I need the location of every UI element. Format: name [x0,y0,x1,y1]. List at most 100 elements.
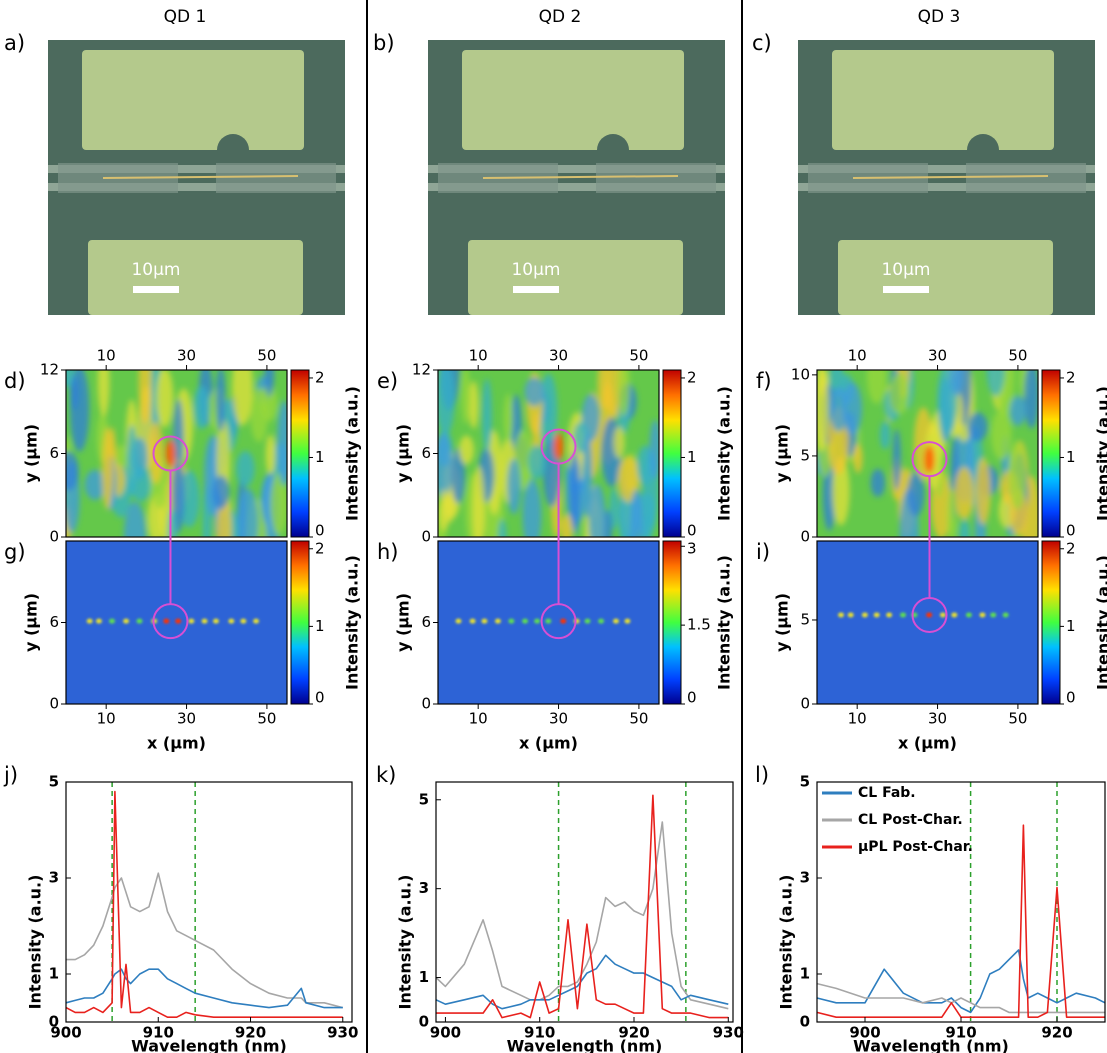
emission-spot [253,618,260,624]
texture-blob [817,370,829,452]
texture-blob [1008,440,1027,510]
hotspot [924,445,935,474]
colorbar-label: Intensity (a.u.) [715,386,734,521]
texture-blob [270,472,287,535]
colorbar-tick-label: 1 [687,448,697,466]
pad-notch [597,134,629,166]
emission-spot [228,618,235,624]
emission-spot [847,612,854,618]
emission-spot [481,618,488,624]
texture-blob [130,466,151,502]
texture-blob [830,386,848,432]
emission-spot [926,612,933,618]
micrograph [428,40,725,315]
texture-blob [946,488,957,537]
colorbar-tick-label: 0 [1066,689,1076,707]
panel-label: g) [4,540,26,564]
texture-blob [439,489,450,532]
x-tick-label: 50 [1008,347,1027,365]
texture-blob [237,488,259,537]
texture [86,618,260,624]
x-tick-label: 50 [1008,710,1027,728]
colorbar-tick-label: 2 [687,369,697,387]
texture [455,618,631,624]
texture-blob [507,458,521,515]
emission-spot [598,618,605,624]
texture-blob [468,380,479,429]
emission-spot [861,612,868,618]
colorbar-tick-label: 2 [315,369,325,387]
x-tick-label: 50 [257,710,276,728]
x-tick-label: 30 [177,347,196,365]
y-tick-label: 6 [421,444,431,462]
emission-spot [612,618,619,624]
emission-spot [86,618,93,624]
texture-blob [524,377,545,407]
emission-spot [109,618,116,624]
texture-blob [853,443,863,474]
y-tick-label: 10 [791,365,810,383]
texture-blob [84,469,106,500]
emission-spot [508,618,515,624]
texture-blob [438,433,453,500]
texture-blob [889,372,910,415]
emission-spot [494,618,501,624]
scale-bar [133,286,179,293]
x-tick-label: 10 [97,347,116,365]
colorbar-label: Intensity (a.u.) [343,386,362,521]
texture-blob [613,426,625,459]
texture-blob [458,435,474,465]
texture-blob [892,428,901,491]
scale-bar-label: 10μm [881,260,930,280]
panel-label: d) [4,369,26,393]
panel-label: f) [756,369,772,393]
plot-frame [816,540,1039,705]
colorbar-tick-label: 0 [315,522,325,540]
x-tick-label: 30 [928,710,947,728]
colorbar-tick-label: 2 [1066,369,1076,387]
emission-spot [175,618,182,624]
y-tick-label: 5 [800,610,810,628]
texture-blob [842,382,863,435]
y-tick-label: 0 [49,1013,59,1031]
emission-spot [584,618,591,624]
spectrum-line [435,821,729,1010]
texture-blob [69,370,90,452]
colorbar-label: Intensity (a.u.) [1094,386,1107,521]
y-tick-label: 6 [49,613,59,631]
legend-label: CL Fab. [858,785,916,801]
electrode-pad [832,50,1054,150]
y-tick-label: 0 [421,528,431,546]
texture-blob [148,421,164,485]
x-tick-label: 10 [848,347,867,365]
texture-blob [949,370,964,397]
electrode-pad [88,240,303,315]
electrode-pad [462,50,684,150]
texture-blob [866,370,887,404]
emission-spot [136,618,143,624]
nanowire [102,175,299,179]
waveguide-strip [798,183,1095,191]
texture-blob [609,487,619,530]
waveguide-strip [428,183,725,191]
y-tick-label: 0 [49,695,59,713]
x-tick-label: 30 [549,710,568,728]
hotspot [165,439,176,468]
texture-blob [629,488,644,537]
texture-blob [497,519,507,537]
spectrum-line [816,824,1105,1018]
texture-blob [215,370,226,433]
colorbar [662,540,682,705]
texture-blob [569,449,580,532]
nanowire [852,175,1049,179]
texture-blob [264,370,275,397]
emission-spot [951,612,958,618]
texture-blob [986,370,1005,397]
x-tick-label: 900 [50,1024,81,1042]
emission-spot [1002,612,1009,618]
y-tick-label: 0 [49,528,59,546]
waveguide-strip [48,165,345,173]
x-tick-label: 910 [945,1024,976,1042]
panel-label: h) [377,540,399,564]
x-axis-label: Wavelength (nm) [507,1037,663,1053]
